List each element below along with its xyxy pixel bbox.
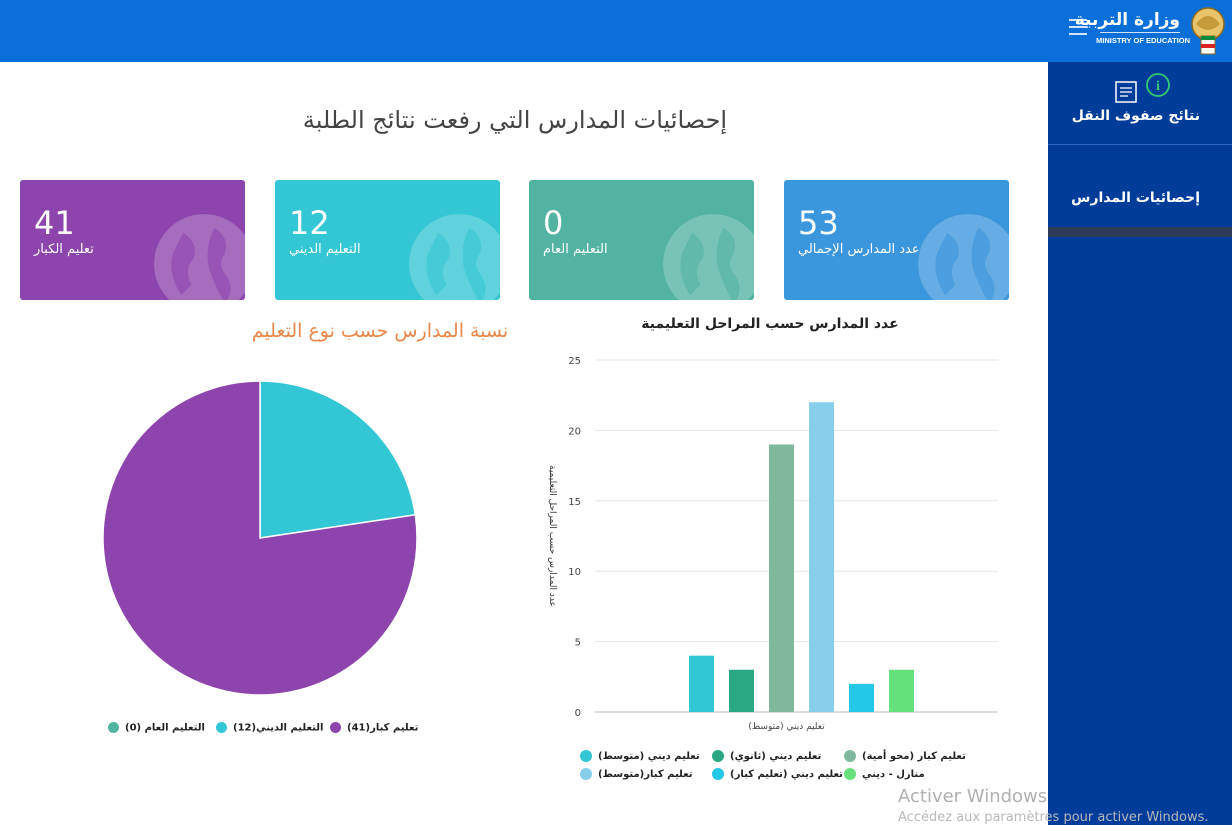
windows-activation-watermark: Activer Windows bbox=[898, 786, 1048, 807]
bar-5[interactable] bbox=[889, 669, 914, 712]
y-tick-label: 15 bbox=[568, 497, 581, 508]
y-tick-label: 10 bbox=[568, 567, 581, 578]
bar-2[interactable] bbox=[769, 444, 794, 712]
stat-card-religious-education[interactable]: 12 التعليم الديني bbox=[275, 180, 500, 300]
y-tick-label: 25 bbox=[568, 356, 581, 367]
stat-label: عدد المدارس الإجمالي bbox=[798, 242, 920, 257]
emblem-icon bbox=[1191, 7, 1225, 55]
top-bar: وزارة التربية MINISTRY OF EDUCATION bbox=[0, 0, 1232, 62]
globe-icon bbox=[918, 214, 1009, 300]
bar-chart-legend: تعليم ديني (متوسط) تعليم ديني (ثانوي) تعلي… bbox=[580, 750, 980, 790]
stat-label: التعليم الديني bbox=[289, 242, 361, 257]
y-axis-title: عدد المدارس حسب المراحل التعليمية bbox=[547, 465, 557, 607]
stat-label: تعليم الكبار bbox=[34, 242, 94, 257]
document-info-icon: i bbox=[1115, 73, 1170, 103]
logo-english-text: MINISTRY OF EDUCATION bbox=[1096, 36, 1191, 45]
bar-legend-label: تعليم ديني (تعليم كبار) bbox=[730, 769, 843, 780]
pie-legend-label: التعليم العام (0) bbox=[125, 722, 205, 734]
bar-legend-label: تعليم ديني (متوسط) bbox=[598, 751, 700, 762]
bar-chart: 0 5 10 15 20 25 عدد المدارس حسب المراحل التعلي… bbox=[547, 356, 998, 732]
globe-icon bbox=[663, 214, 754, 300]
legend-dot-icon bbox=[844, 768, 856, 780]
legend-dot-icon bbox=[108, 722, 119, 733]
legend-dot-icon bbox=[712, 750, 724, 762]
legend-dot-icon bbox=[580, 750, 592, 762]
pie-legend-item[interactable]: تعليم كبار(41) bbox=[330, 722, 418, 734]
page-title: إحصائيات المدارس التي رفعت نتائج الطلبة bbox=[302, 106, 728, 134]
legend-dot-icon bbox=[580, 768, 592, 780]
stat-value: 53 bbox=[798, 204, 839, 242]
bar-legend-label: تعليم كبار(متوسط) bbox=[598, 769, 693, 780]
divider bbox=[1048, 144, 1232, 145]
y-tick-label: 20 bbox=[568, 426, 581, 437]
legend-dot-icon bbox=[330, 722, 341, 733]
bar-legend-item[interactable]: تعليم كبار (محو أمية) bbox=[844, 750, 966, 762]
pie-legend-label: التعليم الديني(12) bbox=[233, 722, 324, 734]
pie-chart-title: نسبة المدارس حسب نوع التعليم bbox=[251, 320, 509, 342]
bar-4[interactable] bbox=[849, 683, 874, 712]
legend-dot-icon bbox=[844, 750, 856, 762]
stat-value: 0 bbox=[543, 204, 564, 242]
y-tick-label: 0 bbox=[575, 708, 581, 719]
bar-0[interactable] bbox=[689, 655, 714, 712]
bar-1[interactable] bbox=[729, 669, 754, 712]
sidebar-item-school-stats[interactable]: إحصائيات المدارس bbox=[1071, 190, 1200, 206]
globe-icon bbox=[409, 214, 500, 300]
stat-value: 41 bbox=[34, 204, 75, 242]
legend-dot-icon bbox=[216, 722, 227, 733]
bar-legend-item[interactable]: تعليم ديني (تعليم كبار) bbox=[712, 768, 843, 780]
bar-legend-item[interactable]: منازل - ديني bbox=[844, 768, 925, 780]
pie-legend-label: تعليم كبار(41) bbox=[347, 722, 419, 734]
stat-card-adult-education[interactable]: 41 تعليم الكبار bbox=[20, 180, 245, 300]
active-indicator bbox=[1048, 227, 1232, 237]
bar-legend-label: تعليم ديني (ثانوي) bbox=[730, 751, 822, 762]
windows-activation-subtext: Accédez aux paramètres pour activer Wind… bbox=[898, 810, 1209, 825]
bar-legend-label: تعليم كبار (محو أمية) bbox=[862, 751, 966, 762]
bar-chart-title: عدد المدارس حسب المراحل التعليمية bbox=[641, 316, 899, 332]
x-category-label: تعليم ديني (متوسط) bbox=[748, 722, 825, 732]
stat-card-total-schools[interactable]: 53 عدد المدارس الإجمالي bbox=[784, 180, 1009, 300]
pie-slice-1[interactable] bbox=[259, 380, 417, 539]
sidebar-item-transfer-results[interactable]: i نتائج صفوف النقل bbox=[1048, 62, 1232, 144]
sidebar: i نتائج صفوف النقل إحصائيات المدارس bbox=[1048, 62, 1232, 825]
ministry-logo[interactable]: وزارة التربية MINISTRY OF EDUCATION bbox=[1075, 7, 1228, 56]
bar-legend-item[interactable]: تعليم ديني (ثانوي) bbox=[712, 750, 821, 762]
legend-dot-icon bbox=[712, 768, 724, 780]
pie-slice-2[interactable] bbox=[102, 380, 418, 696]
stat-label: التعليم العام bbox=[543, 242, 608, 257]
bar-legend-item[interactable]: تعليم ديني (متوسط) bbox=[580, 750, 700, 762]
pie-chart bbox=[102, 380, 418, 696]
bar-legend-label: منازل - ديني bbox=[862, 769, 925, 780]
stat-value: 12 bbox=[289, 204, 330, 242]
pie-legend-item[interactable]: التعليم العام (0) bbox=[108, 722, 205, 734]
logo-arabic-text: وزارة التربية bbox=[1074, 10, 1180, 30]
stat-card-general-education[interactable]: 0 التعليم العام bbox=[529, 180, 754, 300]
y-tick-label: 5 bbox=[575, 638, 581, 649]
svg-text:i: i bbox=[1156, 79, 1160, 94]
pie-legend-item[interactable]: التعليم الديني(12) bbox=[216, 722, 323, 734]
bar-3[interactable] bbox=[809, 402, 834, 712]
sidebar-item-label: نتائج صفوف النقل bbox=[1071, 108, 1200, 124]
bar-legend-item[interactable]: تعليم كبار(متوسط) bbox=[580, 768, 693, 780]
globe-icon bbox=[154, 214, 245, 300]
menu-icon[interactable] bbox=[1069, 19, 1087, 35]
